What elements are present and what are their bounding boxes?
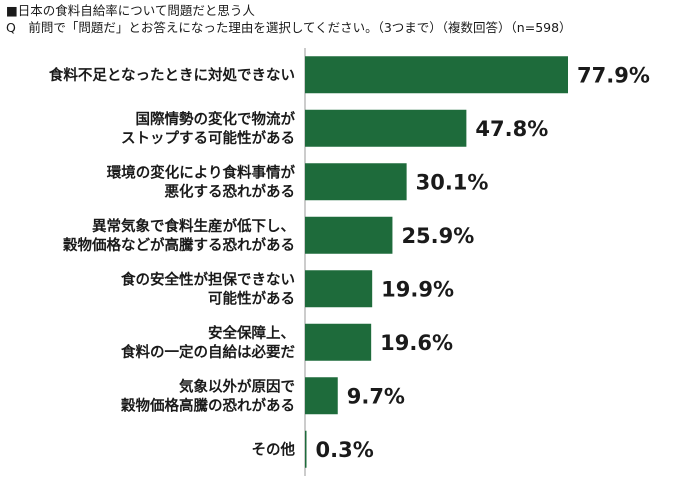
category-label-0-line-0: 食料不足となったときに対処できない bbox=[49, 66, 295, 84]
category-label-4-line-1: 可能性がある bbox=[208, 289, 295, 307]
bar-7 bbox=[305, 430, 307, 468]
category-label-0: 食料不足となったときに対処できない bbox=[49, 66, 295, 84]
category-label-7: その他 bbox=[252, 440, 296, 458]
category-label-5: 安全保障上、食料の一定の自給は必要だ bbox=[121, 324, 295, 361]
category-label-2-line-0: 環境の変化により食料事情が bbox=[107, 163, 296, 181]
value-label-5: 19.6% bbox=[380, 331, 453, 355]
chart-header: ■日本の食料自給率について問題だと思う人 Q 前問で「問題だ」とお答えになった理… bbox=[6, 2, 696, 36]
category-label-3-line-0: 異常気象で食料生産が低下し、 bbox=[92, 217, 295, 235]
bar-4 bbox=[305, 270, 373, 308]
value-label-7: 0.3% bbox=[316, 438, 374, 462]
bar-5 bbox=[305, 323, 372, 361]
category-label-6-line-1: 穀物価格高騰の恐れがある bbox=[121, 396, 295, 414]
chart-subtitle: ■日本の食料自給率について問題だと思う人 bbox=[6, 3, 255, 18]
value-label-4: 19.9% bbox=[381, 277, 454, 301]
value-label-2: 30.1% bbox=[416, 170, 489, 194]
category-label-1: 国際情勢の変化で物流がストップする可能性がある bbox=[121, 110, 295, 147]
category-label-2: 環境の変化により食料事情が悪化する恐れがある bbox=[107, 163, 296, 200]
category-label-3-line-1: 穀物価格などが高騰する恐れがある bbox=[63, 236, 295, 254]
category-label-5-line-0: 安全保障上、 bbox=[208, 324, 295, 342]
category-label-4: 食の安全性が担保できない可能性がある bbox=[121, 270, 295, 307]
value-label-6: 9.7% bbox=[347, 384, 405, 408]
bar-0 bbox=[305, 56, 568, 94]
category-label-6: 気象以外が原因で穀物価格高騰の恐れがある bbox=[121, 377, 295, 414]
value-label-1: 47.8% bbox=[475, 117, 548, 141]
category-label-3: 異常気象で食料生産が低下し、穀物価格などが高騰する恐れがある bbox=[63, 217, 295, 254]
survey-question: Q 前問で「問題だ」とお答えになった理由を選択してください。（3つまで）（複数回… bbox=[6, 20, 572, 35]
category-label-1-line-0: 国際情勢の変化で物流が bbox=[136, 110, 296, 128]
bar-2 bbox=[305, 163, 407, 201]
category-label-5-line-1: 食料の一定の自給は必要だ bbox=[121, 343, 295, 361]
category-label-1-line-1: ストップする可能性がある bbox=[121, 129, 295, 147]
category-label-2-line-1: 悪化する恐れがある bbox=[165, 182, 296, 200]
category-label-6-line-0: 気象以外が原因で bbox=[179, 377, 295, 395]
value-label-0: 77.9% bbox=[577, 63, 650, 87]
category-label-7-line-0: その他 bbox=[252, 440, 296, 458]
category-label-4-line-0: 食の安全性が担保できない bbox=[121, 270, 295, 288]
value-label-3: 25.9% bbox=[401, 224, 474, 248]
bar-1 bbox=[305, 109, 467, 147]
bar-3 bbox=[305, 216, 393, 254]
bar-6 bbox=[305, 377, 338, 415]
